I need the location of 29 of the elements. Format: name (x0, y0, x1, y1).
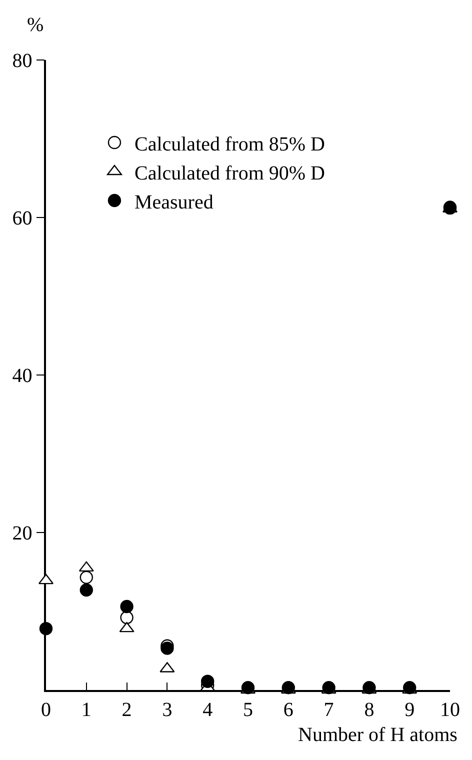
point (120, 610, 134, 624)
x-tick-label: 7 (324, 698, 334, 721)
x-tick-label: 8 (364, 698, 374, 721)
legend-label: Measured (134, 191, 214, 214)
y-axis-title: % (27, 14, 44, 36)
x-tick-label: 6 (283, 698, 294, 721)
x-tick-label: 9 (404, 698, 415, 721)
y-tick-label: 80 (12, 50, 32, 72)
x-tick-label: 2 (122, 698, 132, 721)
legend-label: Calculated from 85% D (134, 133, 325, 156)
legend-label: Calculated from 90% D (134, 162, 325, 184)
point (80, 570, 93, 584)
point (201, 674, 214, 688)
point (120, 600, 134, 614)
y-tick-label: 20 (12, 522, 32, 544)
x-tick-label: 3 (162, 698, 172, 721)
x-tick-label: 5 (243, 698, 253, 721)
x-tick-label: 0 (41, 698, 51, 721)
point (39, 622, 53, 636)
x-tick-label: 10 (440, 698, 460, 721)
x-axis-title: Number of H atoms (298, 724, 458, 746)
point (78, 561, 94, 572)
y-tick-label: 40 (12, 365, 32, 387)
y-tick-label: 60 (12, 208, 32, 230)
point (80, 583, 93, 597)
x-tick-label: 4 (202, 698, 213, 721)
x-tick-label: 1 (81, 698, 92, 721)
point (119, 622, 134, 632)
point (160, 642, 174, 655)
